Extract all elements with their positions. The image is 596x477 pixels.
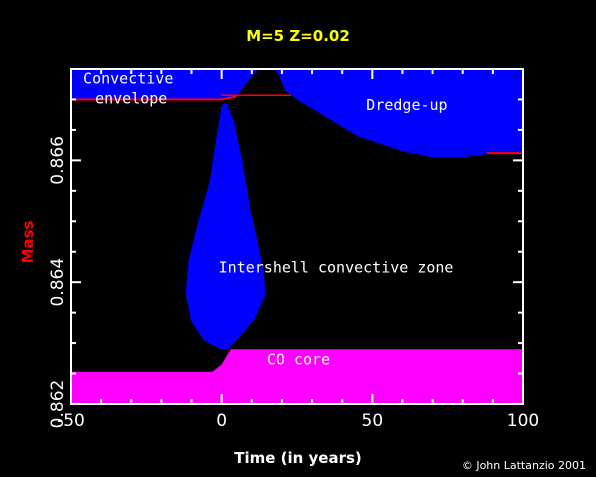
annotation-label: Dredge-up	[366, 96, 447, 114]
plot-frame	[70, 68, 524, 405]
chart-title: M=5 Z=0.02	[246, 27, 350, 45]
x-tick-label: 0	[216, 411, 227, 431]
x-axis-label: Time (in years)	[234, 449, 362, 467]
y-axis-label: Mass	[19, 220, 37, 263]
convective-envelope-region	[71, 69, 523, 158]
annotation-label: envelope	[95, 90, 167, 108]
co-core-region	[71, 349, 523, 404]
annotation-label: Convective	[83, 70, 173, 88]
x-tick-label: 50	[362, 411, 384, 431]
plot-area: -50 0 50 100 0.862 0.864 0.866 Convective envelo…	[48, 68, 539, 431]
intershell-convective-zone-region	[185, 102, 266, 350]
x-tick-label: -50	[57, 411, 85, 431]
y-tick-label: 0.864	[48, 258, 68, 307]
credit-text: © John Lattanzio 2001	[462, 459, 586, 472]
y-tick-label: 0.866	[48, 136, 68, 185]
boundary-line-left	[71, 95, 237, 101]
annotation-label: Intershell convective zone	[219, 258, 454, 276]
y-tick-label: 0.862	[48, 380, 68, 429]
annotation-label: CO core	[267, 350, 330, 368]
plot-clip-group	[71, 69, 523, 404]
x-tick-label: 100	[507, 411, 539, 431]
